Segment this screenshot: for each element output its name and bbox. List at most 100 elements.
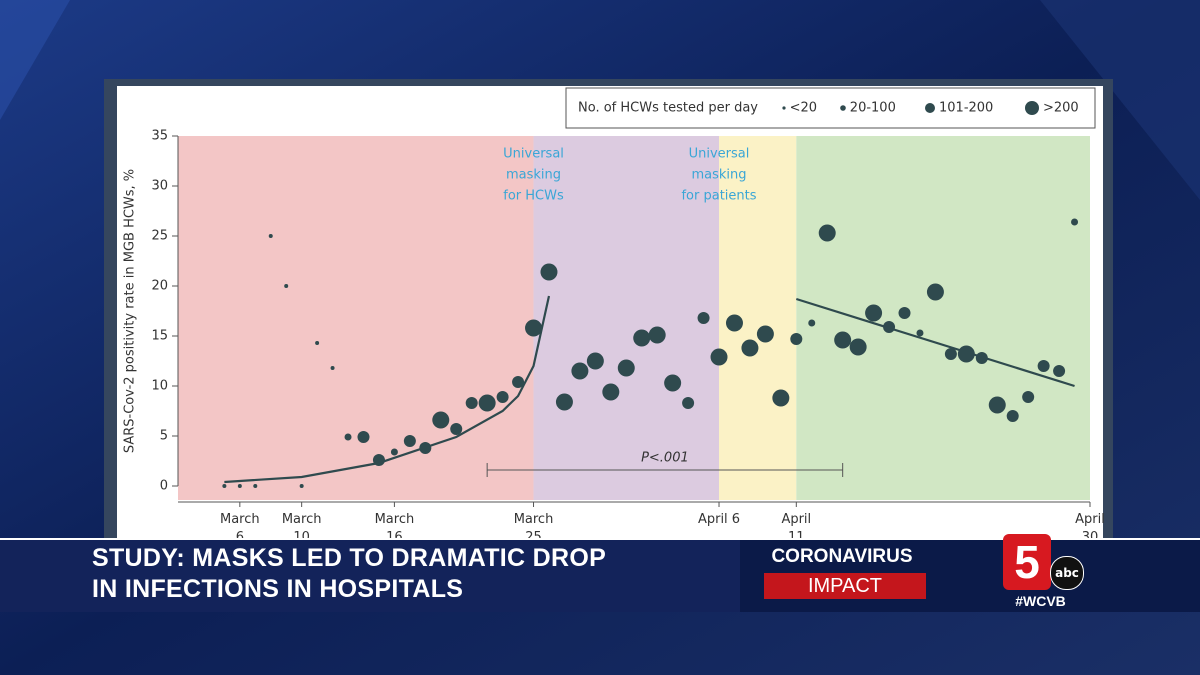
data-point [372, 454, 385, 466]
phase-band [178, 136, 534, 500]
data-point [237, 484, 242, 488]
legend-marker [1025, 101, 1039, 115]
y-tick-label: 35 [151, 129, 168, 144]
data-point [222, 484, 227, 488]
data-point [756, 325, 774, 343]
data-point [664, 374, 682, 392]
background-shape [1040, 0, 1200, 200]
logo-network: abc [1050, 556, 1084, 590]
annotation: Universal [503, 147, 564, 162]
annotation: for HCWs [503, 189, 564, 204]
annotation: for patients [681, 189, 756, 204]
data-point [419, 442, 432, 454]
data-point [916, 329, 924, 337]
y-tick-label: 25 [151, 229, 168, 244]
data-point [540, 263, 558, 281]
x-tick-label: March 6 [220, 512, 260, 545]
lower-third: STUDY: MASKS LED TO DRAMATIC DROP IN INF… [0, 534, 1200, 614]
p-value-label: P<.001 [641, 451, 689, 466]
legend-title: No. of HCWs tested per day [578, 101, 758, 116]
data-point [1037, 360, 1050, 372]
data-point [1022, 391, 1035, 403]
data-point [432, 411, 450, 429]
legend-label: >200 [1043, 101, 1079, 116]
headline-line: IN INFECTIONS IN HOSPITALS [92, 575, 464, 603]
data-point [790, 333, 803, 345]
phase-band [796, 136, 1090, 500]
data-point [1071, 218, 1079, 226]
data-point [849, 338, 867, 356]
phase-band [533, 136, 720, 500]
data-point [898, 307, 911, 319]
data-point [926, 283, 944, 301]
y-tick-label: 5 [160, 429, 168, 444]
legend-box [565, 87, 1096, 129]
data-point [344, 433, 352, 441]
data-point [944, 348, 957, 360]
y-tick-label: 30 [151, 179, 168, 194]
data-point [1006, 410, 1019, 422]
data-point [957, 345, 975, 363]
data-point [772, 389, 790, 407]
legend-marker [840, 105, 846, 111]
trend-line [224, 295, 551, 484]
data-point [602, 383, 620, 401]
legend-marker [925, 103, 935, 113]
data-point [330, 366, 335, 370]
segment-title: CORONAVIRUS [771, 546, 913, 567]
data-point [865, 304, 883, 322]
y-tick-label: 10 [151, 379, 168, 394]
data-point [403, 435, 416, 447]
hashtag: #WCVB [1015, 593, 1066, 609]
data-point [975, 352, 988, 364]
data-point [586, 352, 604, 370]
y-tick-label: 20 [151, 279, 168, 294]
data-point [478, 394, 496, 412]
annotation: masking [691, 168, 746, 183]
data-point [808, 319, 816, 327]
data-point [299, 484, 304, 488]
logo-number: 5 [1003, 534, 1051, 590]
legend: No. of HCWs tested per day <20 20-100 101-… [565, 87, 1096, 129]
data-point [648, 326, 666, 344]
data-point [617, 359, 635, 377]
data-point [834, 331, 852, 349]
legend-label: <20 [790, 101, 817, 116]
data-point [555, 393, 573, 411]
data-point [818, 224, 836, 242]
banner-rule [0, 538, 1200, 540]
data-point [525, 319, 543, 337]
annotation: masking [506, 168, 561, 183]
data-point [390, 448, 398, 456]
y-tick-label: 15 [151, 329, 168, 344]
segment-subtitle: IMPACT [764, 573, 926, 599]
data-point [883, 321, 896, 333]
data-point [315, 341, 320, 345]
data-point [633, 329, 651, 347]
data-point [988, 396, 1006, 414]
data-point [571, 362, 589, 380]
legend-marker [782, 106, 786, 110]
data-point [697, 312, 710, 324]
data-point [741, 339, 759, 357]
data-point [357, 431, 370, 443]
headline-line: STUDY: MASKS LED TO DRAMATIC DROP [92, 544, 607, 572]
data-point [284, 284, 289, 288]
data-point [512, 376, 525, 388]
x-tick-label-box: April 6 [698, 512, 740, 527]
legend-label: 101-200 [939, 101, 993, 116]
annotation: Universal [689, 147, 750, 162]
data-point [710, 348, 728, 366]
x-tick-label-box: March 6 [220, 512, 260, 545]
y-axis-label: SARS-Cov-2 positivity rate in MGB HCWs, … [123, 169, 138, 453]
data-point [253, 484, 258, 488]
data-point [465, 397, 478, 409]
y-tick-label: 0 [160, 479, 168, 494]
data-point [496, 391, 509, 403]
background-shape [0, 0, 70, 120]
headline-panel [0, 540, 740, 612]
data-point [268, 234, 273, 238]
